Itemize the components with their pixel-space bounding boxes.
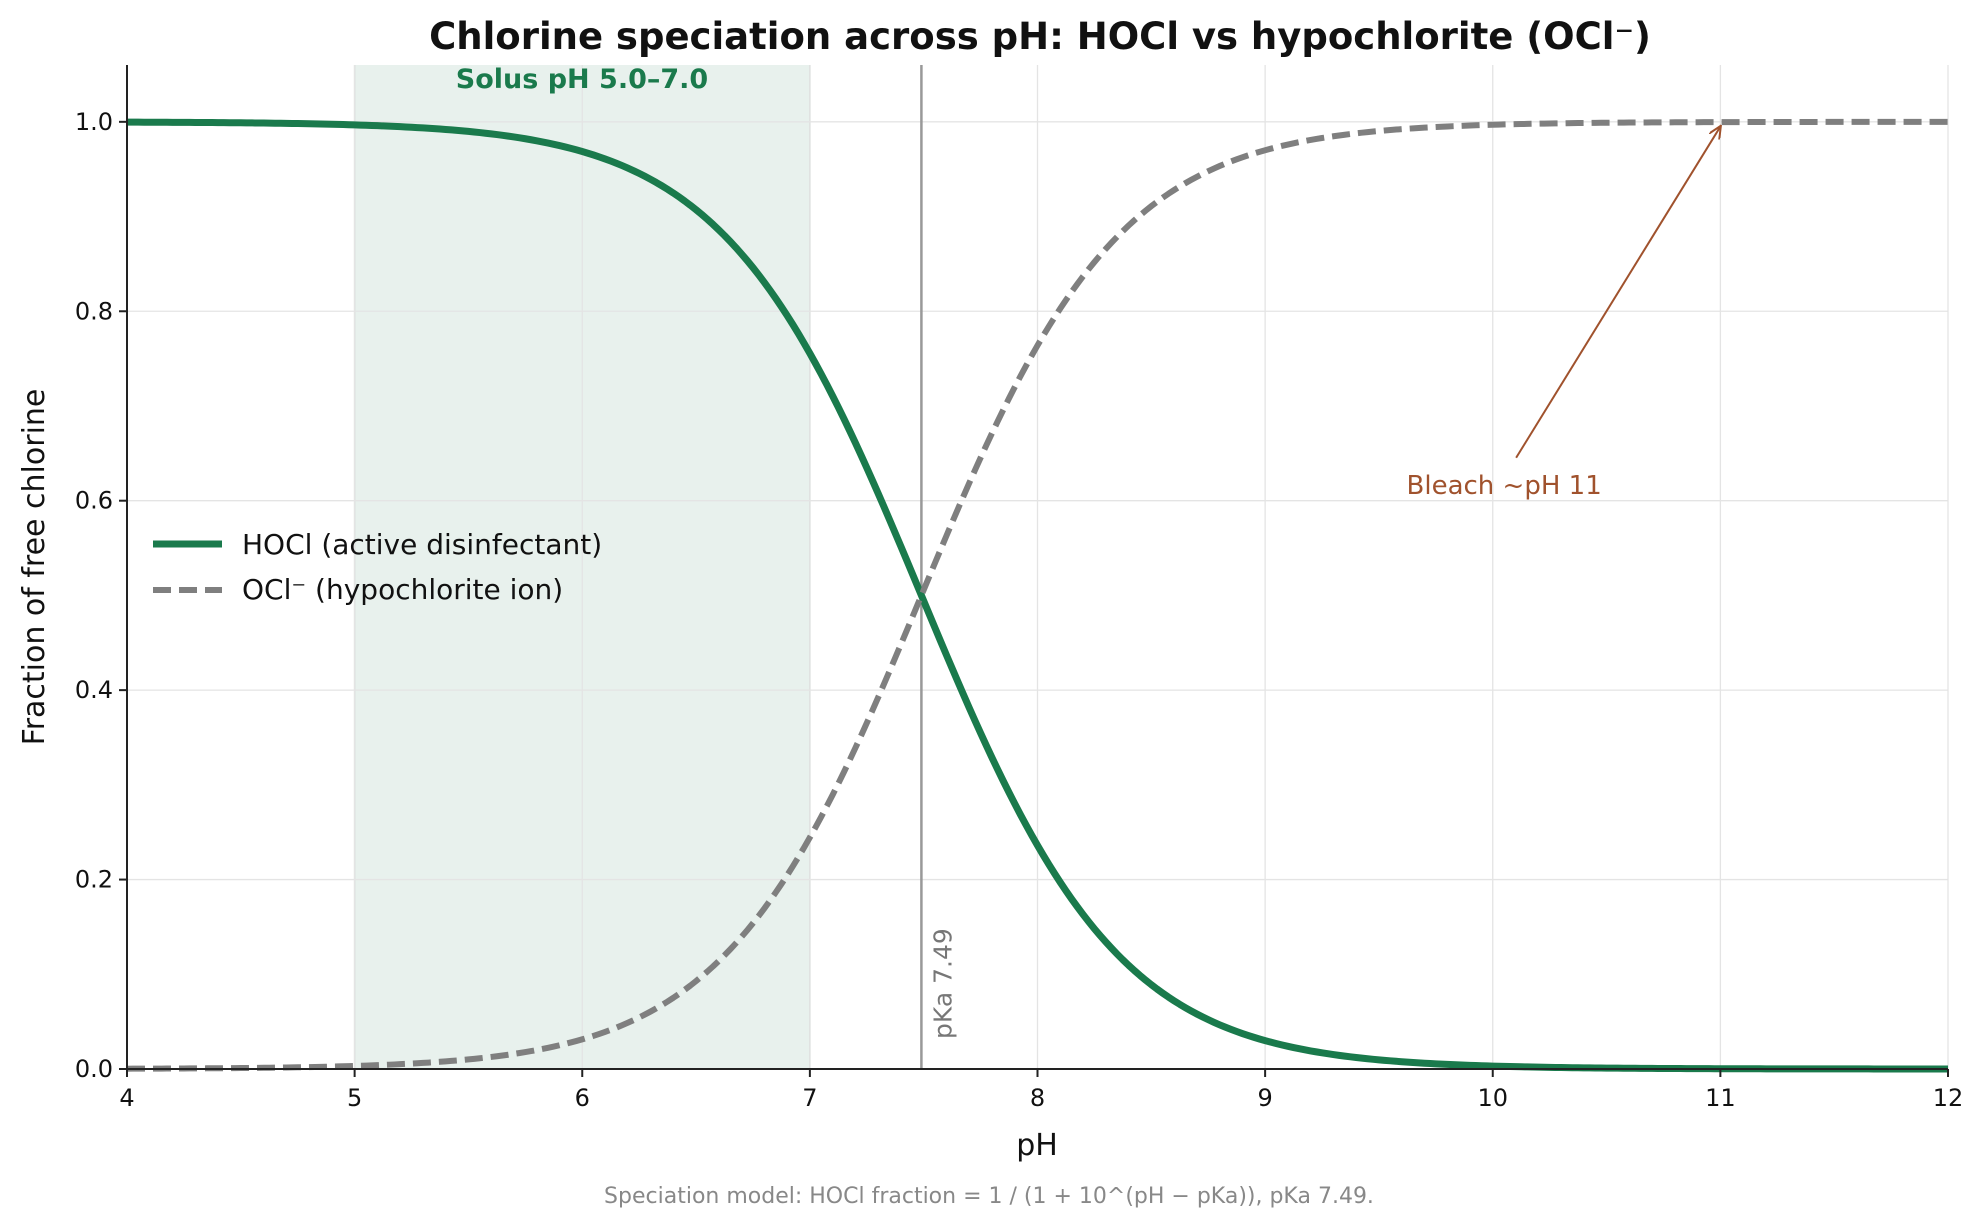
x-tick-label: 7 [802,1084,817,1112]
x-tick-label: 8 [1030,1084,1045,1112]
legend-label-hocl: HOCl (active disinfectant) [242,528,602,561]
y-tick-label: 0.6 [75,487,113,515]
y-tick-label: 0.0 [75,1055,113,1083]
pka-label: pKa 7.49 [928,928,957,1039]
bleach-annotation-label: Bleach ~pH 11 [1407,471,1602,501]
y-tick-label: 0.4 [75,676,113,704]
x-tick-label: 4 [119,1084,134,1112]
x-tick-label: 5 [347,1084,362,1112]
legend-label-ocl: OCl⁻ (hypochlorite ion) [242,573,563,606]
y-tick-label: 0.8 [75,297,113,325]
x-tick-label: 6 [575,1084,590,1112]
ocl-line [126,118,1948,1072]
annotation-layer [1515,127,1720,459]
x-axis-label: pH [1016,1128,1058,1163]
y-tick-label: 0.2 [75,866,113,894]
ph-band-label: Solus pH 5.0–7.0 [456,64,708,95]
y-tick-label: 1.0 [75,108,113,136]
x-tick-label: 10 [1477,1084,1508,1112]
footnote: Speciation model: HOCl fraction = 1 / (1… [604,1184,1374,1209]
y-ticks: 0.0 0.2 0.4 0.6 0.8 1.0 [75,108,127,1083]
x-ticks: 4 5 6 7 8 9 10 11 12 [119,1069,1963,1112]
x-tick-label: 11 [1705,1084,1736,1112]
bleach-arrow [1515,127,1720,459]
x-tick-label: 9 [1257,1084,1272,1112]
legend: HOCl (active disinfectant) OCl⁻ (hypochl… [153,528,602,606]
chart-title: Chlorine speciation across pH: HOCl vs h… [429,15,1651,58]
x-tick-label: 12 [1933,1084,1964,1112]
y-axis-label: Fraction of free chlorine [17,389,52,746]
